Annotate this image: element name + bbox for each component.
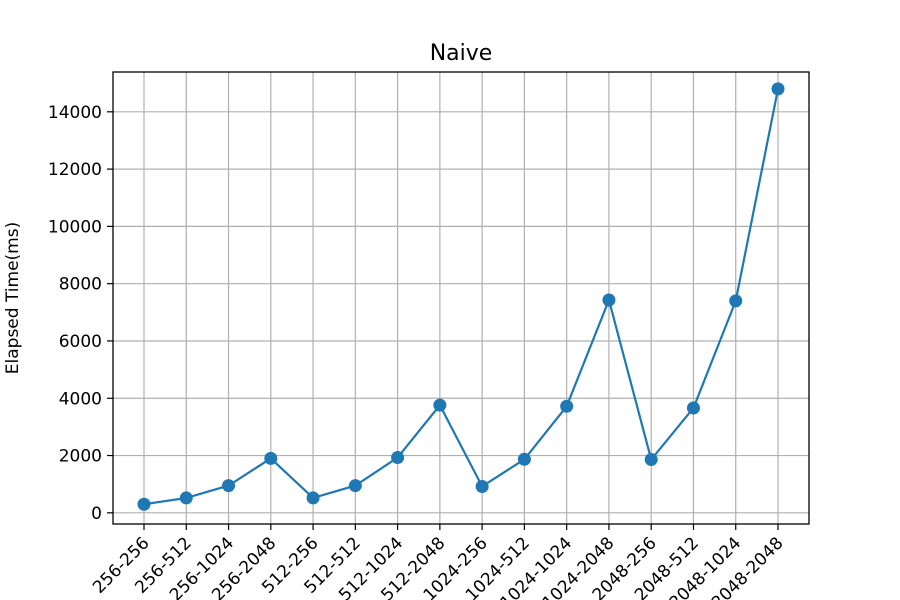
plot-frame bbox=[112, 71, 810, 525]
y-tick-label: 12000 bbox=[48, 160, 102, 180]
y-tick-label: 4000 bbox=[59, 389, 102, 409]
data-point bbox=[306, 491, 320, 505]
y-ticks: 0 2000 4000 6000 8000 10000 12000 14000 bbox=[48, 103, 113, 524]
data-point bbox=[729, 294, 743, 308]
data-point bbox=[517, 452, 531, 466]
chart-title: Naive bbox=[430, 41, 493, 66]
data-point bbox=[222, 479, 236, 493]
y-tick-label: 14000 bbox=[48, 103, 102, 123]
y-tick-label: 6000 bbox=[59, 332, 102, 352]
y-tick-label: 8000 bbox=[59, 275, 102, 295]
y-axis-label: Elapsed Time(ms) bbox=[3, 222, 23, 374]
data-point bbox=[644, 453, 658, 467]
data-point bbox=[433, 398, 447, 412]
data-point bbox=[264, 451, 278, 465]
data-point bbox=[391, 451, 405, 465]
data-point bbox=[179, 491, 193, 505]
data-points-layer bbox=[137, 82, 785, 511]
data-point bbox=[686, 401, 700, 415]
y-tick-label: 10000 bbox=[48, 217, 102, 237]
data-point bbox=[475, 479, 489, 493]
grid-layer bbox=[113, 72, 809, 524]
data-point bbox=[348, 479, 362, 493]
series-line bbox=[143, 88, 780, 506]
data-point bbox=[560, 399, 574, 413]
y-tick-label: 2000 bbox=[59, 447, 102, 467]
data-point bbox=[602, 293, 616, 307]
x-ticks: 256-256256-512256-1024256-2048512-256512… bbox=[89, 524, 788, 600]
series-line-layer bbox=[143, 88, 780, 506]
data-point bbox=[771, 82, 785, 96]
y-tick-label: 0 bbox=[91, 504, 102, 524]
data-point bbox=[137, 497, 151, 511]
